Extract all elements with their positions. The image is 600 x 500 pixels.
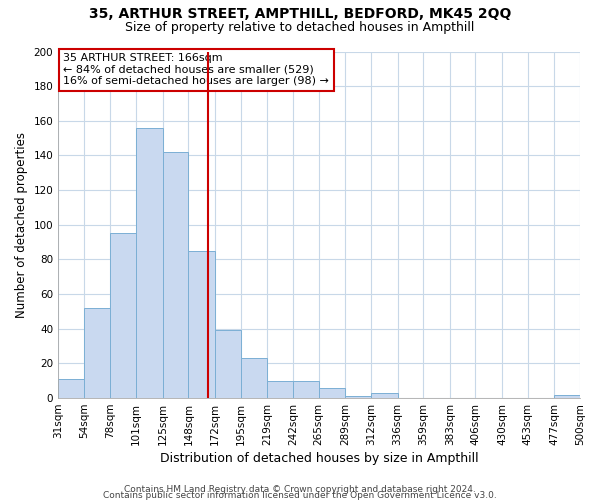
Bar [110, 234, 136, 398]
Text: Contains HM Land Registry data © Crown copyright and database right 2024.: Contains HM Land Registry data © Crown c… [124, 485, 476, 494]
Bar [163, 152, 188, 398]
Bar [345, 396, 371, 398]
Bar [58, 379, 84, 398]
Text: 35 ARTHUR STREET: 166sqm
← 84% of detached houses are smaller (529)
16% of semi-: 35 ARTHUR STREET: 166sqm ← 84% of detach… [64, 53, 329, 86]
Bar [188, 251, 215, 398]
Bar [84, 308, 110, 398]
Text: Size of property relative to detached houses in Ampthill: Size of property relative to detached ho… [125, 21, 475, 34]
Y-axis label: Number of detached properties: Number of detached properties [15, 132, 28, 318]
Bar [136, 128, 163, 398]
Bar [371, 393, 398, 398]
Bar [554, 394, 580, 398]
Bar [319, 388, 345, 398]
Text: 35, ARTHUR STREET, AMPTHILL, BEDFORD, MK45 2QQ: 35, ARTHUR STREET, AMPTHILL, BEDFORD, MK… [89, 8, 511, 22]
Bar [215, 330, 241, 398]
Bar [293, 380, 319, 398]
Bar [268, 380, 293, 398]
Bar [241, 358, 268, 398]
Text: Contains public sector information licensed under the Open Government Licence v3: Contains public sector information licen… [103, 491, 497, 500]
X-axis label: Distribution of detached houses by size in Ampthill: Distribution of detached houses by size … [160, 452, 478, 465]
